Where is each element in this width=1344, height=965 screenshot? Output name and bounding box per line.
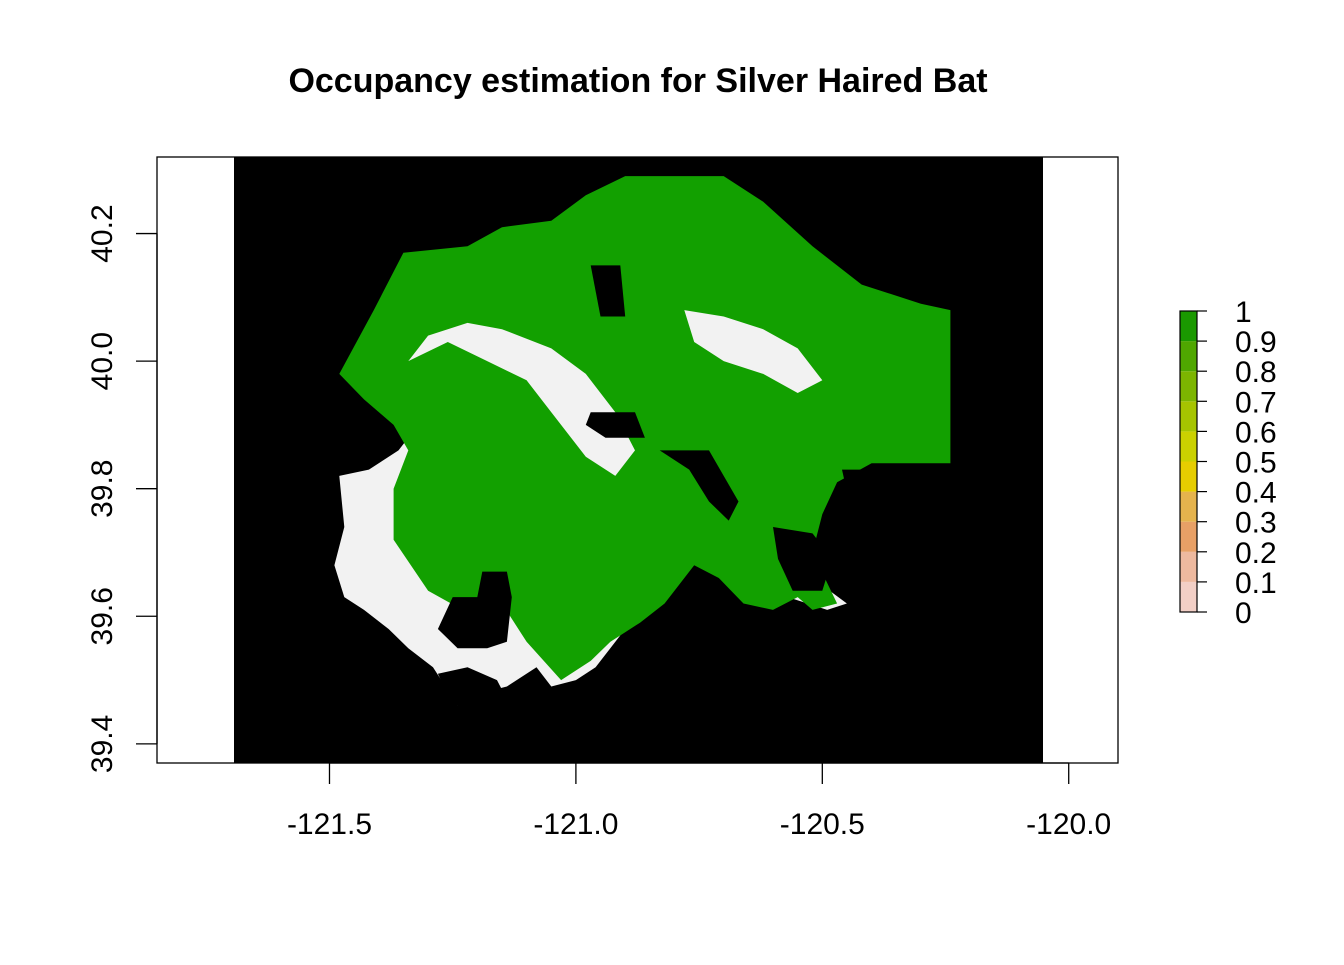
legend-color-band [1180, 401, 1197, 432]
y-tick-label: 40.2 [86, 204, 119, 262]
occupancy-region-low-2 [408, 322, 635, 476]
occupancy-region-none-5 [437, 667, 507, 706]
occupancy-region-none-7 [585, 412, 645, 438]
legend-label: 0.9 [1235, 326, 1277, 359]
color-legend: 00.10.20.30.40.50.60.70.80.91 [1179, 296, 1277, 630]
legend-color-band [1180, 551, 1197, 582]
legend-color-band [1180, 371, 1197, 402]
occupancy-region-none-10 [842, 469, 872, 515]
x-tick-label: -120.0 [1026, 808, 1111, 841]
occupancy-region-low-3 [684, 310, 823, 393]
x-tick-label: -120.5 [780, 808, 865, 841]
occupancy-region-none-4 [437, 571, 512, 649]
legend-color-band [1180, 341, 1197, 372]
y-tick-label: 39.4 [86, 715, 119, 773]
legend-color-band [1180, 581, 1197, 612]
legend-color-band [1180, 431, 1197, 462]
legend-color-band [1180, 491, 1197, 522]
y-tick-label: 40.0 [86, 332, 119, 390]
occupancy-region-none-8 [659, 450, 739, 521]
y-tick-label: 39.8 [86, 460, 119, 518]
occupancy-region-none-6 [590, 265, 626, 317]
legend-label: 0.1 [1235, 567, 1277, 600]
legend-color-band [1180, 461, 1197, 492]
legend-label: 0.5 [1235, 447, 1277, 480]
legend-label: 0.6 [1235, 416, 1277, 449]
legend-label: 0.4 [1235, 477, 1277, 510]
raster-layer [157, 157, 1118, 763]
y-tick-label: 39.6 [86, 587, 119, 645]
axes: -121.5 -121.0 -120.5 -120.0 39.4 39.6 39.8 40.0… [86, 156, 1119, 841]
occupancy-region-none-9 [773, 527, 833, 591]
legend-color-band [1180, 311, 1197, 342]
legend-label: 0.8 [1235, 356, 1277, 389]
x-tick-label: -121.0 [533, 808, 618, 841]
legend-label: 0 [1235, 597, 1252, 630]
legend-label: 1 [1235, 296, 1252, 329]
legend-color-band [1180, 521, 1197, 552]
legend-label: 0.3 [1235, 507, 1277, 540]
legend-label: 0.7 [1235, 386, 1277, 419]
chart-title: Occupancy estimation for Silver Haired B… [288, 62, 987, 100]
x-tick-label: -121.5 [287, 808, 372, 841]
legend-label: 0.2 [1235, 537, 1277, 570]
